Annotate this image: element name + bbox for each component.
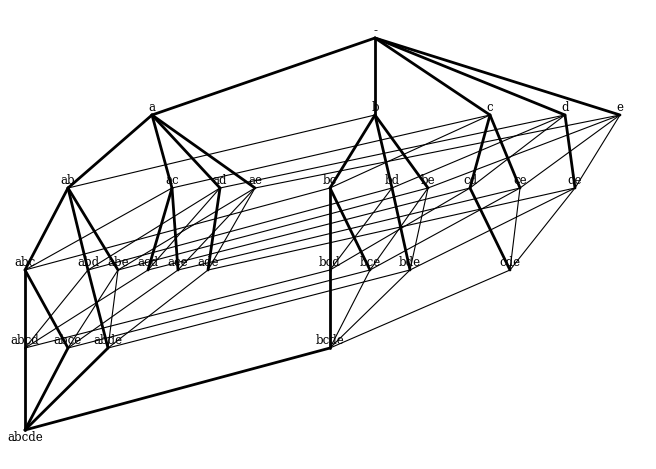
Text: de: de	[567, 174, 583, 187]
Text: acd: acd	[138, 256, 159, 269]
Text: ae: ae	[248, 174, 262, 187]
Text: d: d	[562, 101, 569, 114]
Text: e: e	[617, 101, 623, 114]
Text: abe: abe	[107, 256, 129, 269]
Text: abd: abd	[77, 256, 99, 269]
Text: abcde: abcde	[7, 431, 43, 444]
Text: bde: bde	[399, 256, 421, 269]
Text: ad: ad	[213, 174, 227, 187]
Text: abce: abce	[54, 334, 82, 347]
Text: abcd: abcd	[10, 334, 39, 347]
Text: bd: bd	[384, 174, 400, 187]
Text: cd: cd	[463, 174, 477, 187]
Text: ac: ac	[165, 174, 179, 187]
Text: abde: abde	[93, 334, 123, 347]
Text: -: -	[373, 24, 377, 37]
Text: bce: bce	[359, 256, 380, 269]
Text: c: c	[487, 101, 493, 114]
Text: a: a	[148, 101, 155, 114]
Text: b: b	[371, 101, 379, 114]
Text: ab: ab	[61, 174, 75, 187]
Text: cde: cde	[499, 256, 521, 269]
Text: bcde: bcde	[316, 334, 344, 347]
Text: bc: bc	[323, 174, 337, 187]
Text: bcd: bcd	[319, 256, 341, 269]
Text: ace: ace	[168, 256, 188, 269]
Text: be: be	[420, 174, 436, 187]
Text: ce: ce	[513, 174, 527, 187]
Text: ade: ade	[197, 256, 218, 269]
Text: abc: abc	[14, 256, 35, 269]
